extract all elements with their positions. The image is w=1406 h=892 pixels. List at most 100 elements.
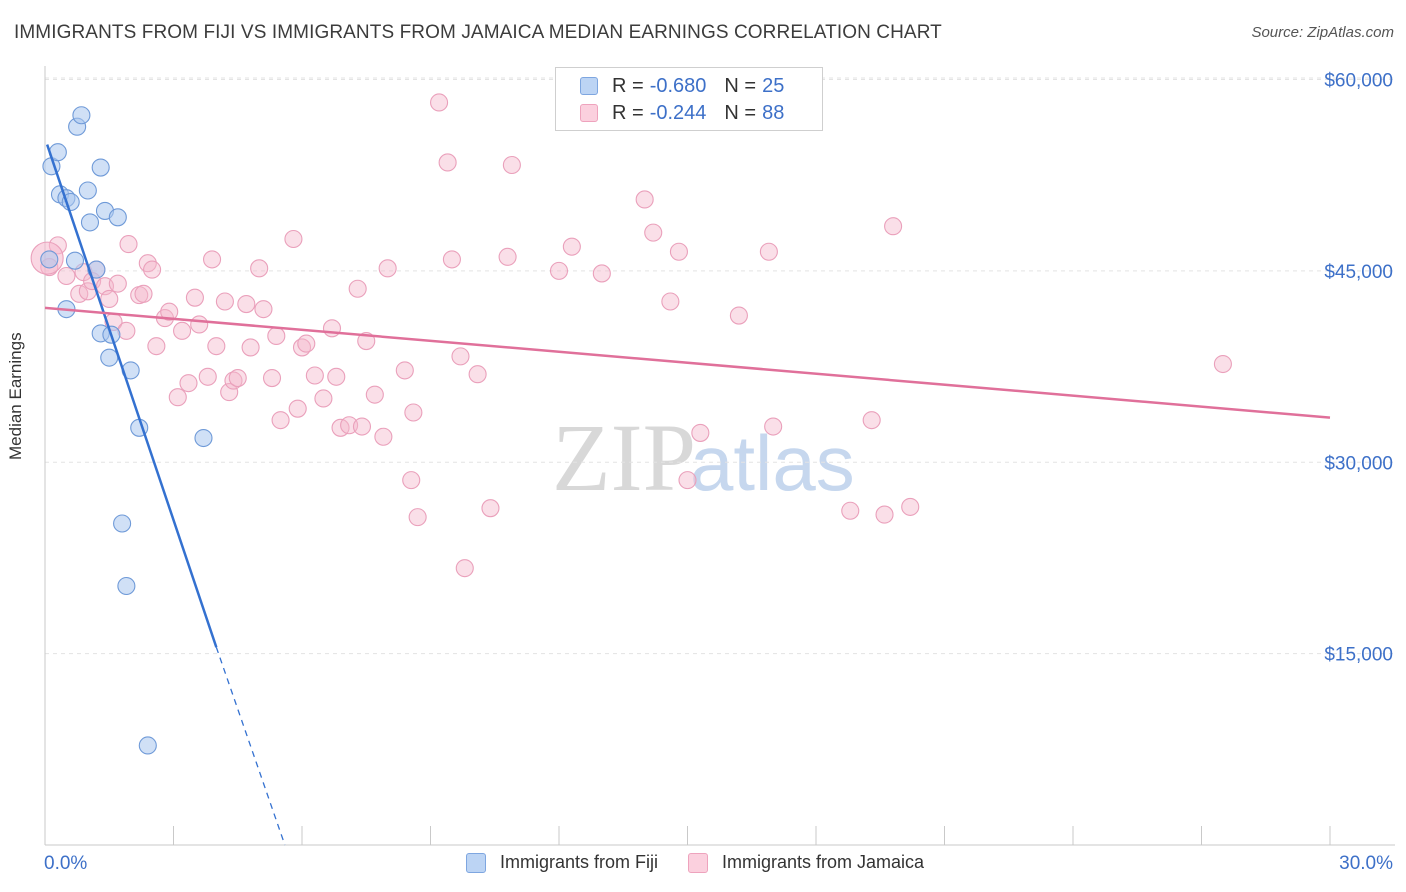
fiji-trend-extension bbox=[215, 647, 286, 846]
jamaica-point bbox=[271, 411, 290, 430]
jamaica-point bbox=[438, 153, 457, 172]
legend-row-jamaica: R = -0.244 N = 88 bbox=[580, 102, 784, 124]
jamaica-point bbox=[220, 383, 239, 402]
jamaica-point bbox=[498, 247, 517, 266]
jamaica-point bbox=[669, 242, 688, 261]
jamaica-point bbox=[764, 417, 783, 436]
fiji-point bbox=[100, 348, 119, 367]
fiji-point bbox=[194, 428, 213, 448]
watermark-zip: ZIP bbox=[552, 404, 696, 511]
legend-r-label: R = bbox=[612, 74, 644, 97]
jamaica-point bbox=[173, 321, 192, 340]
fiji-point bbox=[40, 250, 59, 269]
source-label: Source: ZipAtlas.com bbox=[1251, 24, 1394, 41]
jamaica-point bbox=[207, 337, 226, 356]
jamaica-point bbox=[254, 300, 273, 319]
legend-r-value: -0.680 bbox=[649, 74, 707, 97]
jamaica-point bbox=[108, 274, 127, 293]
jamaica-point bbox=[190, 315, 209, 334]
fiji-point bbox=[61, 192, 80, 212]
jamaica-point bbox=[250, 259, 269, 278]
fiji-point bbox=[108, 208, 127, 227]
fiji-point bbox=[91, 158, 110, 177]
fiji-point bbox=[80, 213, 100, 232]
jamaica-point bbox=[143, 260, 162, 279]
fiji-point bbox=[65, 251, 85, 270]
legend-row-fiji: R = -0.680 N = 25 bbox=[580, 75, 784, 97]
jamaica-point bbox=[502, 155, 521, 175]
x-tick-label: 0.0% bbox=[44, 853, 87, 874]
legend-swatch-fiji bbox=[466, 852, 486, 873]
jamaica-point bbox=[901, 497, 920, 516]
jamaica-point bbox=[468, 365, 487, 384]
watermark: ZIP atlas bbox=[552, 404, 855, 511]
jamaica-point bbox=[451, 347, 470, 366]
jamaica-point bbox=[348, 279, 367, 298]
jamaica-point bbox=[203, 250, 222, 269]
legend-swatch-jamaica bbox=[688, 852, 709, 873]
jamaica-point bbox=[297, 334, 316, 353]
legend-item-jamaica[interactable]: Immigrants from Jamaica bbox=[688, 852, 924, 873]
legend-n-value: 88 bbox=[762, 101, 785, 124]
jamaica-point bbox=[455, 559, 474, 578]
legend-n-label: N = bbox=[724, 101, 757, 124]
fiji-point bbox=[117, 576, 136, 596]
fiji-point bbox=[78, 181, 97, 200]
legend-swatch-fiji bbox=[580, 77, 598, 95]
jamaica-point bbox=[119, 235, 138, 254]
jamaica-point bbox=[284, 229, 303, 249]
legend-n-label: N = bbox=[724, 74, 757, 97]
fiji-trend-line bbox=[45, 144, 218, 648]
jamaica-point bbox=[340, 416, 359, 435]
jamaica-point bbox=[100, 289, 119, 309]
y-tick-label: $60,000 bbox=[1324, 71, 1393, 92]
jamaica-point bbox=[262, 369, 282, 388]
y-tick-label: $45,000 bbox=[1324, 262, 1393, 283]
jamaica-point bbox=[117, 321, 136, 340]
fiji-point bbox=[113, 514, 132, 533]
jamaica-point bbox=[147, 337, 166, 356]
jamaica-point bbox=[352, 417, 372, 436]
jamaica-point bbox=[237, 295, 256, 314]
jamaica-point bbox=[841, 501, 860, 520]
fiji-point bbox=[87, 260, 106, 279]
jamaica-point bbox=[322, 319, 342, 338]
jamaica-point bbox=[215, 292, 234, 311]
legend-item-fiji[interactable]: Immigrants from Fiji bbox=[466, 852, 658, 873]
jamaica-point bbox=[549, 261, 569, 280]
jamaica-point bbox=[168, 388, 187, 407]
jamaica-point bbox=[228, 369, 247, 388]
jamaica-point bbox=[481, 499, 500, 518]
legend-label-jamaica: Immigrants from Jamaica bbox=[722, 852, 925, 872]
legend-r-label: R = bbox=[612, 101, 644, 124]
jamaica-point bbox=[395, 361, 414, 380]
jamaica-point bbox=[661, 292, 680, 311]
jamaica-point bbox=[305, 366, 324, 385]
jamaica-point bbox=[374, 427, 393, 446]
jamaica-point bbox=[288, 399, 307, 418]
jamaica-point bbox=[562, 237, 581, 256]
jamaica-point bbox=[635, 190, 654, 209]
jamaica-point bbox=[57, 266, 76, 286]
legend-swatch-jamaica bbox=[580, 104, 598, 122]
jamaica-point bbox=[185, 288, 204, 307]
watermark-atlas: atlas bbox=[690, 419, 855, 507]
jamaica-point bbox=[198, 367, 217, 386]
y-tick-label: $15,000 bbox=[1324, 645, 1393, 666]
jamaica-point bbox=[691, 423, 710, 442]
jamaica-point bbox=[267, 326, 286, 346]
jamaica-point bbox=[759, 242, 778, 261]
jamaica-point bbox=[404, 403, 423, 422]
jamaica-point bbox=[729, 306, 748, 325]
jamaica-trend-line bbox=[44, 306, 1331, 419]
stats-legend: R = -0.680 N = 25 R = -0.244 N = 88 bbox=[555, 67, 823, 131]
jamaica-point bbox=[327, 367, 346, 386]
jamaica-point bbox=[402, 471, 421, 490]
jamaica-point bbox=[884, 217, 903, 236]
jamaica-point bbox=[160, 302, 179, 321]
y-tick-label: $30,000 bbox=[1324, 453, 1393, 474]
jamaica-point bbox=[378, 259, 397, 278]
jamaica-point bbox=[862, 411, 881, 430]
jamaica-point bbox=[875, 505, 894, 524]
